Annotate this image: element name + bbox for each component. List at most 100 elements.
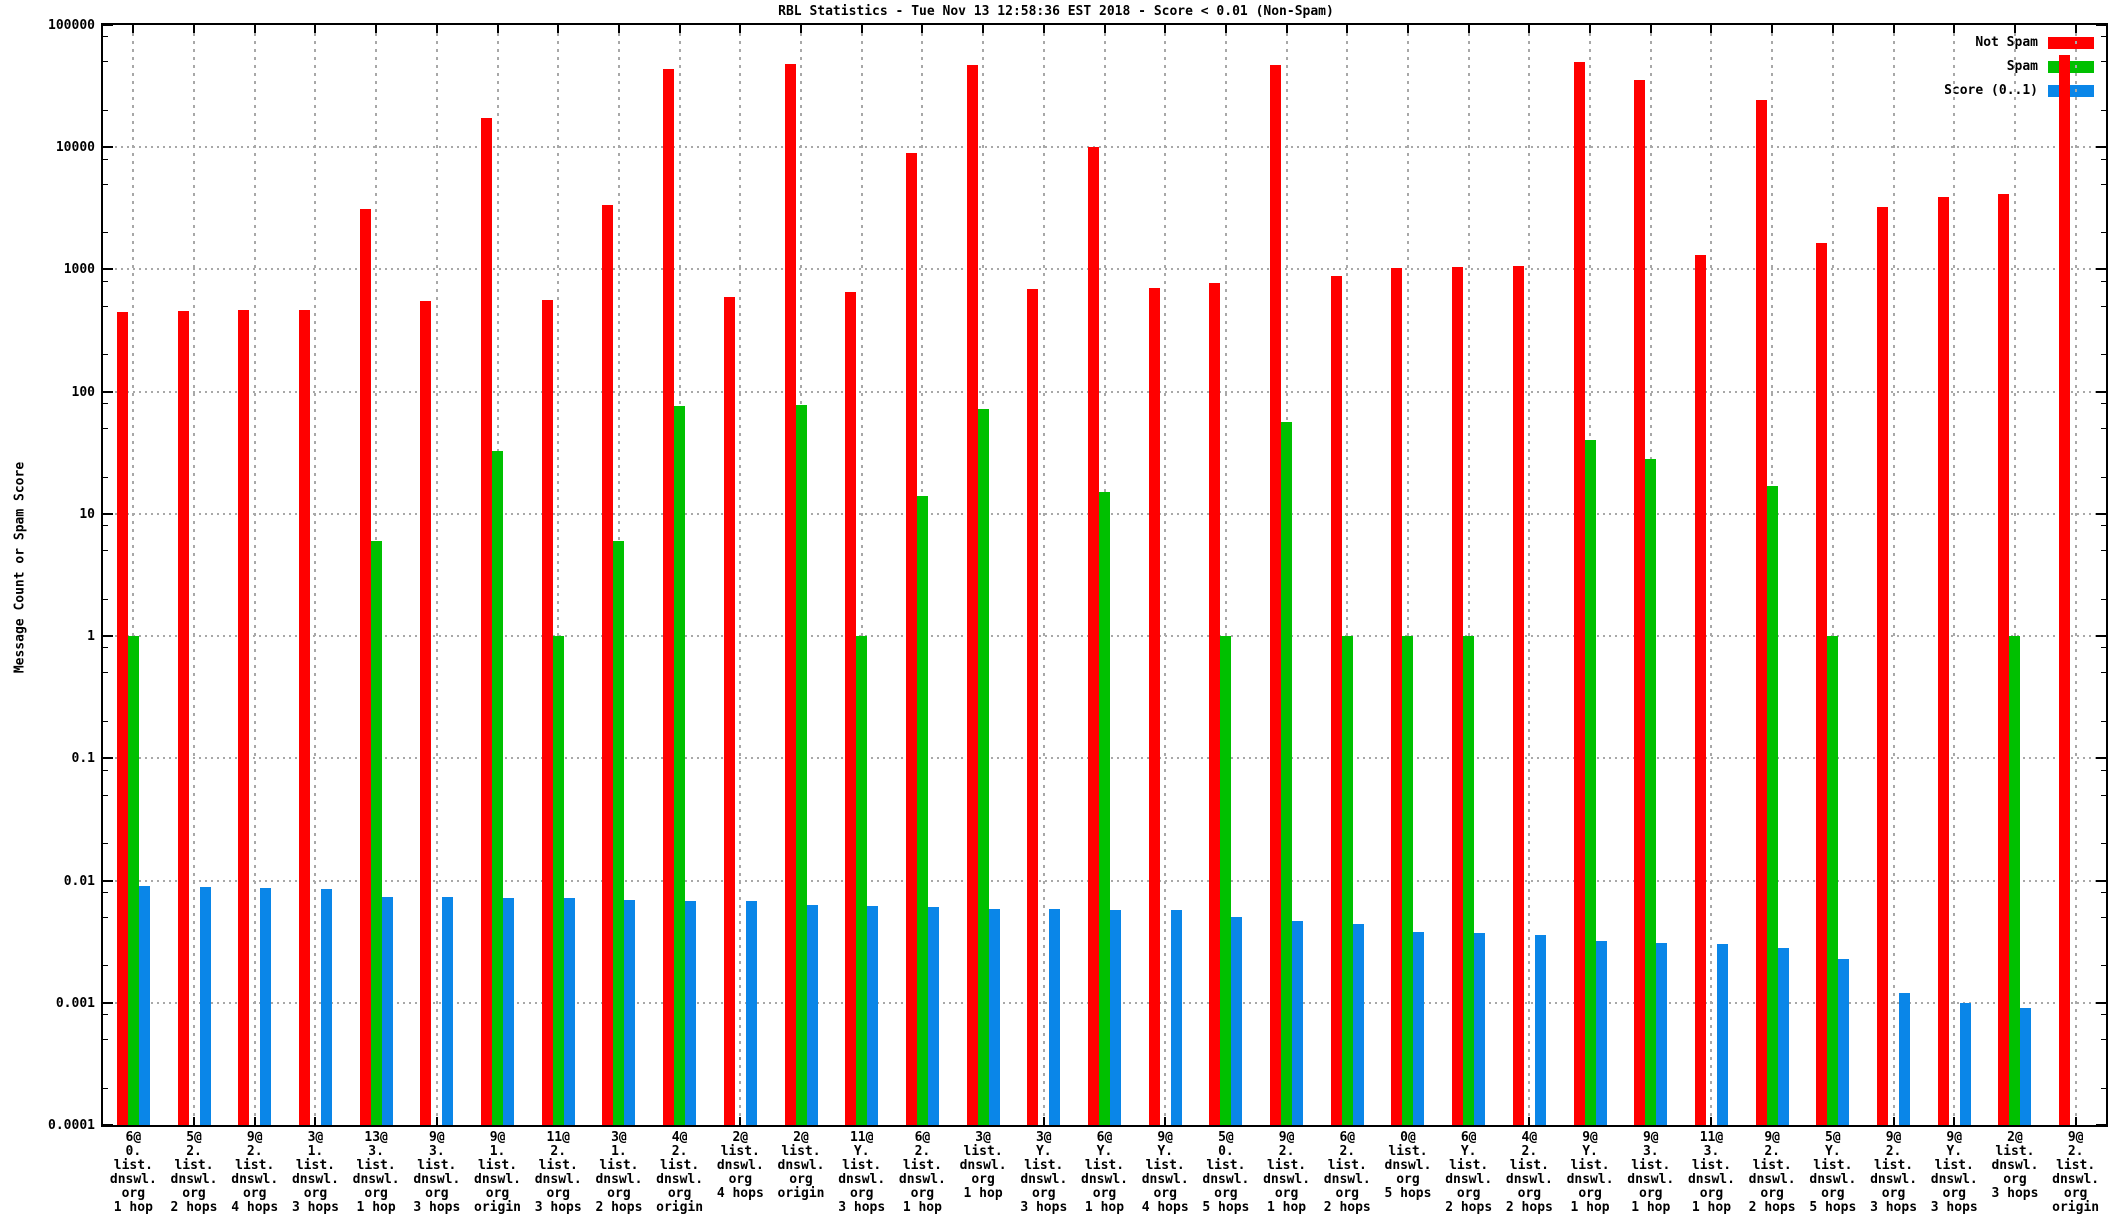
x-tick-top <box>253 25 256 33</box>
y-tick-minor-right <box>2101 525 2106 527</box>
bar-not-spam <box>1391 267 1403 1125</box>
bar-score <box>624 900 636 1125</box>
bar-spam <box>1645 459 1657 1125</box>
grid-line-v <box>1953 25 1956 1125</box>
x-tick-top <box>1224 25 1227 33</box>
bar-score <box>260 887 272 1125</box>
bar-not-spam <box>1573 62 1585 1125</box>
x-tick-top <box>921 25 924 33</box>
y-tick-minor-right <box>2101 647 2106 649</box>
bar-score <box>381 896 393 1125</box>
y-tick-minor-right <box>2101 550 2106 552</box>
rbl-statistics-chart: { "title": "RBL Statistics - Tue Nov 13 … <box>12 4 2108 1215</box>
bar-not-spam <box>420 301 432 1125</box>
y-tick-minor-right <box>2101 1014 2106 1016</box>
y-tick-major-left <box>103 512 113 515</box>
bar-score <box>1534 934 1546 1125</box>
y-tick-minor-left <box>103 354 108 356</box>
bar-score <box>199 887 211 1125</box>
bar-not-spam <box>298 309 310 1125</box>
x-tick-top <box>1467 25 1470 33</box>
x-tick-top <box>1164 25 1167 33</box>
bar-spam <box>977 409 989 1125</box>
y-tick-minor-right <box>2101 721 2106 723</box>
x-tick-top <box>193 25 196 33</box>
bar-spam <box>1220 636 1232 1125</box>
bar-score <box>867 905 879 1125</box>
y-tick-minor-left <box>103 232 108 234</box>
y-tick-label: 0.01 <box>63 873 95 889</box>
x-tick-bottom <box>1710 1117 1713 1125</box>
bar-score <box>1352 924 1364 1125</box>
bar-score <box>1595 941 1607 1125</box>
grid-line-v <box>557 25 560 1125</box>
x-tick-bottom <box>1164 1117 1167 1125</box>
y-tick-minor-right <box>2101 158 2106 160</box>
y-tick-minor-right <box>2101 476 2106 478</box>
bar-spam <box>492 450 504 1125</box>
x-tick-top <box>1285 25 1288 33</box>
bar-not-spam <box>602 204 614 1125</box>
bar-score <box>1413 931 1425 1125</box>
y-tick-minor-left <box>103 647 108 649</box>
y-tick-minor-left <box>103 916 108 918</box>
bar-score <box>1049 909 1061 1125</box>
bar-not-spam <box>177 311 189 1125</box>
bar-score <box>1170 910 1182 1125</box>
grid-line-v <box>1406 25 1409 1125</box>
bar-spam <box>1766 485 1778 1125</box>
y-tick-major-right <box>2096 879 2106 882</box>
y-tick-major-right <box>2096 24 2106 26</box>
bar-score <box>1474 933 1486 1125</box>
bar-spam <box>856 636 868 1125</box>
grid-line-v <box>314 25 317 1125</box>
y-tick-minor-right <box>2101 183 2106 185</box>
bar-not-spam <box>1148 288 1160 1125</box>
bar-spam <box>127 636 139 1125</box>
legend-row-score: Score (0..1) <box>1944 83 2094 98</box>
y-tick-minor-right <box>2101 109 2106 111</box>
y-tick-minor-left <box>103 721 108 723</box>
legend-label-not-spam: Not Spam <box>1975 35 2038 50</box>
grid-line-v <box>132 25 135 1125</box>
x-tick-top <box>678 25 681 33</box>
bar-score <box>1716 944 1728 1125</box>
bar-not-spam <box>1937 197 1949 1125</box>
y-tick-major-right <box>2096 1001 2106 1004</box>
y-axis-title: Message Count or Spam Score <box>12 461 28 674</box>
bar-not-spam <box>1330 275 1342 1125</box>
bar-not-spam <box>1512 266 1524 1125</box>
bar-score <box>806 905 818 1125</box>
bar-spam <box>1463 636 1475 1125</box>
y-tick-major-left <box>103 879 113 882</box>
x-tick-top <box>496 25 499 33</box>
bar-not-spam <box>1755 100 1767 1125</box>
bar-not-spam <box>116 311 128 1125</box>
x-tick-top <box>1892 25 1895 33</box>
x-tick-top <box>860 25 863 33</box>
y-tick-minor-right <box>2101 403 2106 404</box>
grid-line-v <box>1710 25 1713 1125</box>
legend-swatch-score <box>2048 84 2094 97</box>
bar-score <box>1231 917 1243 1125</box>
y-tick-label: 10000 <box>55 140 95 156</box>
x-tick-top <box>1042 25 1045 33</box>
grid-line-v <box>2074 25 2077 1125</box>
y-tick-major-left <box>103 1124 113 1126</box>
bar-not-spam <box>541 300 553 1125</box>
bar-not-spam <box>966 64 978 1125</box>
y-tick-label: 100000 <box>48 18 95 33</box>
bar-score <box>138 886 150 1125</box>
bar-spam <box>795 404 807 1125</box>
y-tick-major-left <box>103 757 113 760</box>
y-tick-minor-left <box>103 1039 108 1041</box>
bar-score <box>503 897 515 1125</box>
x-tick-top <box>1103 25 1106 33</box>
x-tick-bottom <box>739 1117 742 1125</box>
y-tick-minor-left <box>103 183 108 185</box>
y-tick-minor-left <box>103 550 108 552</box>
x-tick-bottom <box>314 1117 317 1125</box>
bar-spam <box>613 541 625 1125</box>
y-tick-minor-left <box>103 843 108 845</box>
bar-not-spam <box>1088 147 1099 1125</box>
